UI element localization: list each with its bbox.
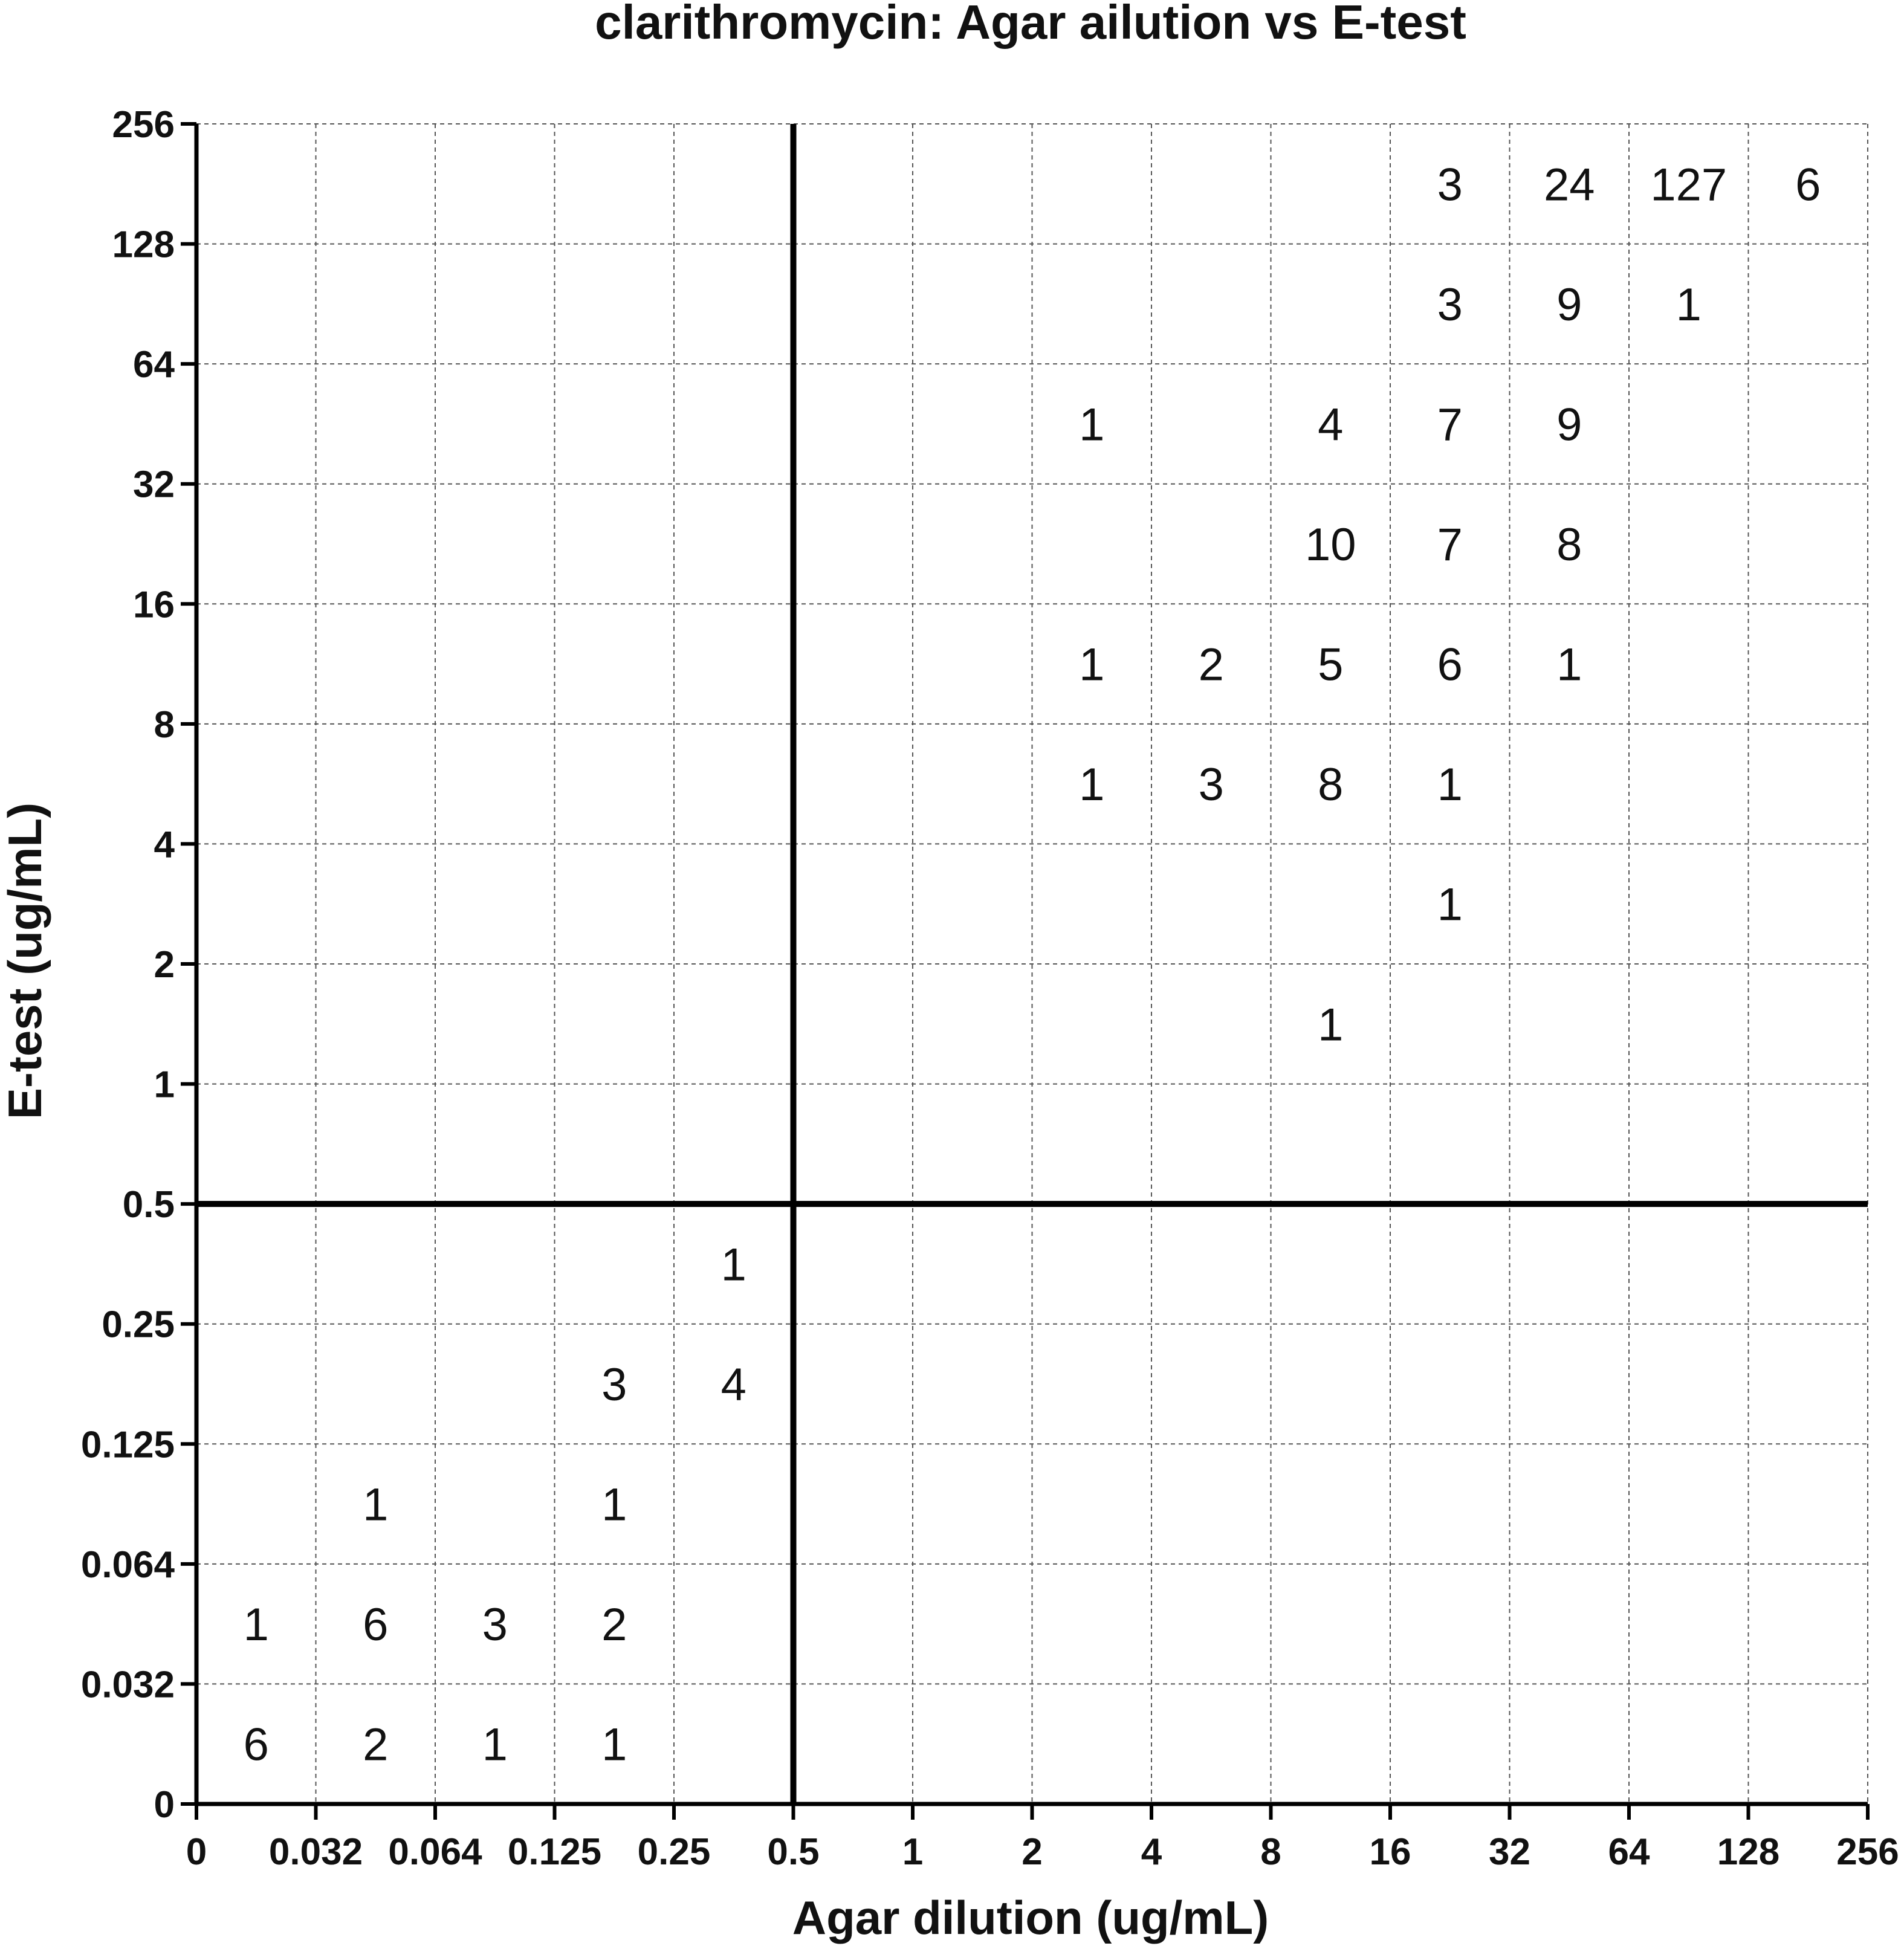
count-cells: 6 2 1 1 1 6 3 2 1 1 3 4 1 1 1 1 3 8 1 1 2 5 6 1 10 7 8 1 4 7 9 3 9 1 3 24 12…: [244, 159, 1821, 1770]
count-label: 10: [1305, 519, 1356, 571]
x-tick-label: 256: [1836, 1831, 1899, 1873]
count-label: 3: [1437, 279, 1463, 331]
count-label: 2: [363, 1719, 388, 1771]
count-label: 6: [1795, 159, 1821, 210]
count-label: 1: [1318, 999, 1343, 1050]
x-tick-label: 128: [1717, 1831, 1779, 1873]
count-label: 8: [1556, 519, 1582, 571]
count-label: 3: [601, 1359, 627, 1411]
x-axis-ticks: 0 0.032 0.064 0.125 0.25 0.5 1 2 4 8 16 32 64 128 256: [186, 1804, 1899, 1873]
count-label: 2: [1199, 639, 1224, 691]
count-label: 3: [1199, 759, 1224, 810]
chart-title: clarithromycin: Agar ailution vs E-test: [595, 0, 1466, 49]
y-tick-label: 0.25: [102, 1304, 175, 1346]
count-label: 4: [1318, 399, 1343, 450]
x-tick-label: 2: [1022, 1831, 1042, 1873]
breakpoint-lines: [196, 124, 1868, 1804]
y-tick-label: 2: [154, 944, 175, 986]
y-tick-label: 1: [154, 1064, 175, 1106]
count-label: 1: [1676, 279, 1702, 331]
count-label: 8: [1318, 759, 1343, 810]
count-label: 6: [363, 1599, 388, 1650]
count-label: 127: [1650, 159, 1727, 210]
y-tick-label: 0.032: [81, 1664, 175, 1705]
y-tick-label: 64: [133, 344, 175, 386]
y-tick-label: 0.5: [123, 1184, 175, 1226]
count-label: 24: [1544, 159, 1595, 210]
x-tick-label: 0.125: [508, 1831, 601, 1873]
y-tick-label: 256: [112, 104, 175, 146]
count-label: 9: [1556, 399, 1582, 450]
count-label: 7: [1437, 519, 1463, 571]
count-label: 2: [601, 1599, 627, 1650]
count-label: 1: [1079, 399, 1104, 450]
count-label: 6: [244, 1719, 269, 1771]
count-label: 3: [1437, 159, 1463, 210]
axes: [194, 124, 1868, 1806]
count-label: 1: [601, 1719, 627, 1771]
count-label: 1: [244, 1599, 269, 1650]
count-label: 4: [721, 1359, 746, 1411]
x-tick-label: 8: [1260, 1831, 1281, 1873]
count-label: 1: [363, 1479, 388, 1531]
y-tick-label: 0.064: [81, 1544, 175, 1586]
count-label: 7: [1437, 399, 1463, 450]
count-label: 9: [1556, 279, 1582, 331]
y-tick-label: 16: [133, 584, 175, 626]
count-label: 1: [1079, 759, 1104, 810]
x-tick-label: 0: [186, 1831, 207, 1873]
x-tick-label: 32: [1489, 1831, 1530, 1873]
count-label: 1: [721, 1239, 746, 1290]
grid: [196, 123, 1868, 1804]
y-tick-label: 8: [154, 704, 175, 746]
x-axis-title: Agar dilution (ug/mL): [792, 1891, 1269, 1944]
y-tick-label: 32: [133, 464, 175, 506]
x-tick-label: 0.032: [269, 1831, 363, 1873]
x-tick-label: 0.25: [638, 1831, 711, 1873]
count-label: 1: [1437, 759, 1463, 810]
count-label: 1: [1556, 639, 1582, 691]
count-label: 1: [1437, 879, 1463, 931]
x-tick-label: 1: [902, 1831, 923, 1873]
x-tick-label: 0.5: [767, 1831, 819, 1873]
y-tick-label: 0.125: [81, 1424, 175, 1466]
count-label: 1: [1079, 639, 1104, 691]
x-tick-label: 4: [1141, 1831, 1162, 1873]
count-label: 1: [482, 1719, 508, 1771]
y-axis-ticks: 0 0.032 0.064 0.125 0.25 0.5 1 2 4 8 16 32 64 128 256: [81, 104, 196, 1826]
count-label: 3: [482, 1599, 508, 1650]
count-label: 6: [1437, 639, 1463, 691]
count-label: 5: [1318, 639, 1343, 691]
x-tick-label: 16: [1370, 1831, 1411, 1873]
x-tick-label: 0.064: [388, 1831, 482, 1873]
y-tick-label: 0: [154, 1784, 175, 1826]
y-tick-label: 4: [154, 824, 175, 865]
y-tick-label: 128: [112, 224, 175, 266]
count-label: 1: [601, 1479, 627, 1531]
y-axis-title: E-test (ug/mL): [0, 803, 51, 1119]
x-tick-label: 64: [1608, 1831, 1650, 1873]
